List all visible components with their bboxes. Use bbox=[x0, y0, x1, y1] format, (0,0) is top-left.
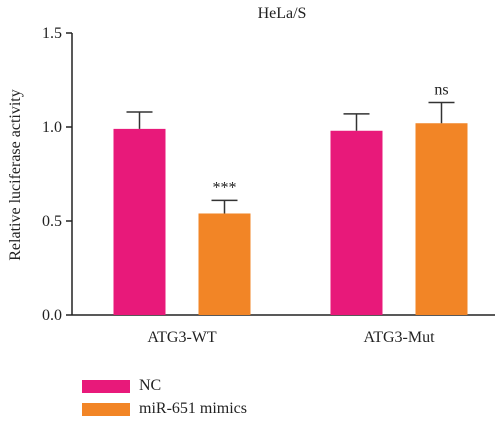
chart-title: HeLa/S bbox=[258, 5, 307, 22]
significance-label: ns bbox=[434, 82, 448, 99]
y-tick-label: 1.0 bbox=[42, 119, 62, 136]
legend-swatch-mir-651-mimics bbox=[82, 402, 130, 416]
x-tick-label: ATG3-Mut bbox=[363, 329, 435, 346]
significance-label: *** bbox=[213, 179, 237, 196]
bar-nc-atg3-wt bbox=[113, 128, 166, 315]
legend-item-mir-651-mimics: miR-651 mimics bbox=[82, 400, 247, 418]
y-tick-label: 0.5 bbox=[42, 213, 62, 230]
legend-label-nc: NC bbox=[139, 377, 162, 394]
bar-mir-651-mimics-atg3-wt bbox=[198, 213, 251, 315]
legend-item-nc: NC bbox=[82, 377, 161, 395]
x-tick-label: ATG3-WT bbox=[147, 329, 217, 346]
legend-swatch-nc bbox=[82, 379, 130, 393]
y-tick-label: 1.5 bbox=[42, 25, 62, 42]
bar-mir-651-mimics-atg3-mut bbox=[415, 123, 468, 316]
bar-nc-atg3-mut bbox=[330, 130, 383, 315]
plot-area: 0.0 0.5 1.0 1.5 ATG3-WT ATG3-Mut *** ns bbox=[42, 25, 495, 346]
y-tick-label: 0.0 bbox=[42, 307, 62, 324]
legend-label-mir-651-mimics: miR-651 mimics bbox=[139, 400, 247, 417]
y-axis-label: Relative luciferase activity bbox=[7, 89, 24, 260]
